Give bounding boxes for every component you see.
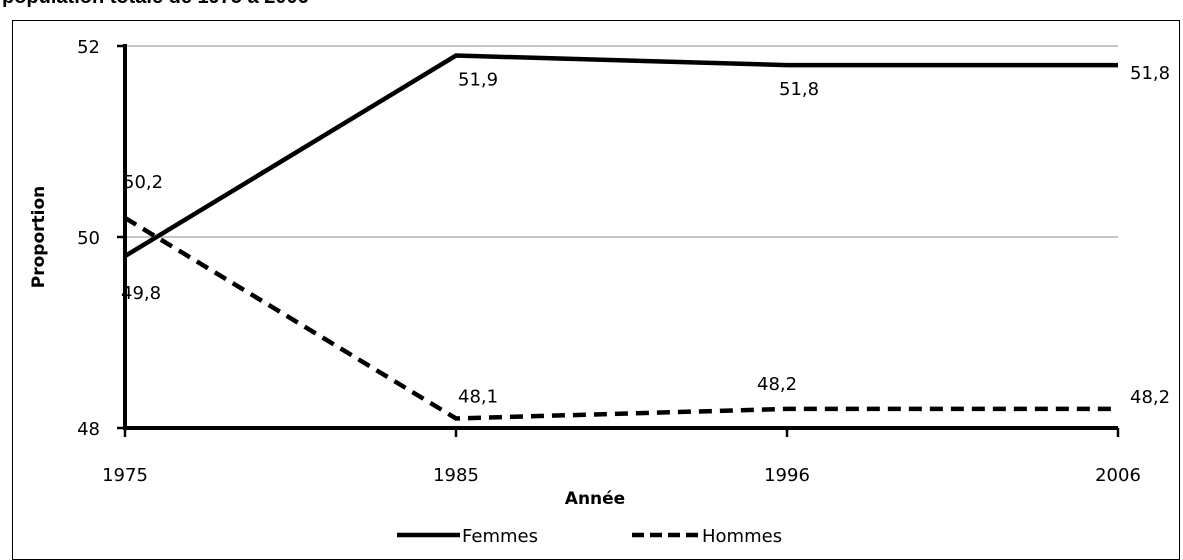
data-label: 48,2 (757, 374, 797, 395)
series-line-femmes (123, 53, 1118, 259)
gridlines (125, 45, 1118, 238)
legend-label-femmes: Femmes (462, 526, 538, 547)
data-label: 50,2 (123, 172, 163, 193)
legend-label-hommes: Hommes (702, 526, 782, 547)
x-axis-title: Année (565, 489, 625, 509)
data-label: 49,8 (121, 283, 161, 304)
series-line-hommes (123, 215, 1118, 421)
data-labels: 49,8 51,9 51,8 51,8 50,2 48,1 48,2 48,2 (121, 63, 1170, 408)
chart-title: population totale de 1975 à 2006 (2, 0, 309, 9)
data-label: 51,9 (458, 70, 498, 91)
y-axis-title: Proportion (29, 186, 49, 289)
x-tick-label: 1985 (433, 465, 479, 486)
y-tick-label: 50 (77, 228, 100, 249)
axes (117, 44, 1120, 437)
y-tick-labels: 48 50 52 (77, 37, 100, 440)
x-tick-labels: 1975 1985 1996 2006 (102, 465, 1141, 486)
y-tick-label: 48 (77, 419, 100, 440)
data-label: 48,1 (458, 386, 498, 407)
data-label: 51,8 (779, 79, 819, 100)
y-tick-label: 52 (77, 37, 100, 58)
legend: Femmes Hommes (397, 526, 782, 547)
x-tick-label: 2006 (1095, 465, 1141, 486)
data-label: 48,2 (1130, 387, 1170, 408)
x-tick-label: 1996 (764, 465, 810, 486)
data-label: 51,8 (1130, 63, 1170, 84)
series-lines (123, 53, 1118, 421)
x-tick-label: 1975 (102, 465, 148, 486)
